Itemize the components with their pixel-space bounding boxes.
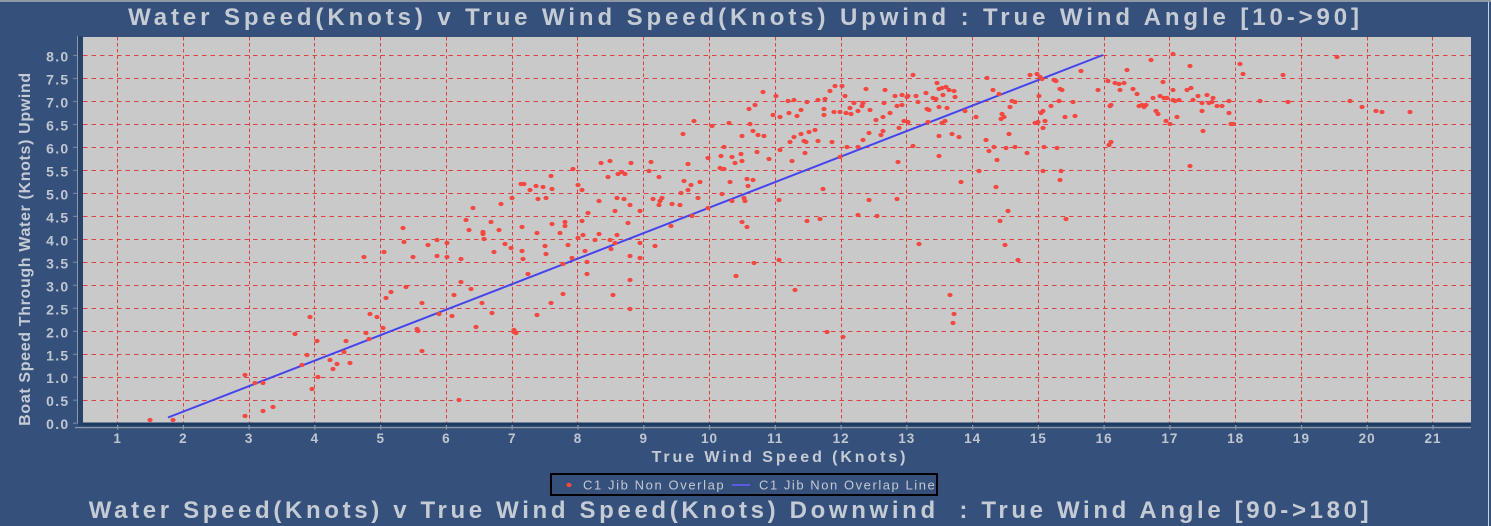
svg-text:10: 10 [701, 431, 718, 446]
svg-text:2: 2 [179, 431, 188, 446]
svg-text:0.5: 0.5 [46, 393, 69, 409]
svg-text:3: 3 [245, 431, 254, 446]
svg-text:6.5: 6.5 [46, 118, 69, 134]
svg-text:5.0: 5.0 [46, 186, 69, 202]
svg-text:12: 12 [833, 431, 850, 446]
svg-text:6.0: 6.0 [46, 140, 69, 156]
svg-text:2.5: 2.5 [46, 301, 69, 317]
svg-text:Boat Speed Through Water (Knot: Boat Speed Through Water (Knots) Upwind [17, 72, 34, 426]
svg-text:17: 17 [1161, 431, 1178, 446]
svg-text:1.0: 1.0 [46, 370, 69, 386]
svg-text:4.0: 4.0 [46, 232, 69, 248]
svg-text:20: 20 [1359, 431, 1376, 446]
svg-text:5.5: 5.5 [46, 163, 69, 179]
svg-text:2.0: 2.0 [46, 324, 69, 340]
svg-text:0.0: 0.0 [46, 416, 69, 432]
svg-text:11: 11 [767, 431, 783, 446]
svg-text:14: 14 [964, 431, 981, 446]
svg-text:1: 1 [113, 431, 122, 446]
svg-text:9: 9 [640, 431, 649, 446]
svg-text:8.0: 8.0 [46, 49, 69, 65]
svg-text:3.5: 3.5 [46, 255, 69, 271]
svg-text:True Wind Speed (Knots): True Wind Speed (Knots) [652, 449, 909, 466]
svg-text:3.0: 3.0 [46, 278, 69, 294]
svg-text:21: 21 [1424, 431, 1441, 446]
svg-text:13: 13 [898, 431, 915, 446]
svg-text:5: 5 [376, 431, 385, 446]
svg-text:8: 8 [574, 431, 583, 446]
svg-text:16: 16 [1096, 431, 1113, 446]
svg-text:7.0: 7.0 [46, 95, 69, 111]
svg-text:6: 6 [442, 431, 451, 446]
svg-text:19: 19 [1293, 431, 1310, 446]
svg-text:4: 4 [311, 431, 320, 446]
svg-text:4.5: 4.5 [46, 209, 69, 225]
svg-text:7: 7 [508, 431, 517, 446]
svg-text:C1 Jib Non Overlap: C1 Jib Non Overlap [583, 478, 725, 493]
svg-text:7.5: 7.5 [46, 72, 69, 88]
svg-text:1.5: 1.5 [46, 347, 69, 363]
svg-text:18: 18 [1227, 431, 1244, 446]
svg-text:15: 15 [1030, 431, 1047, 446]
svg-text:C1 Jib Non Overlap Line: C1 Jib Non Overlap Line [759, 478, 936, 493]
